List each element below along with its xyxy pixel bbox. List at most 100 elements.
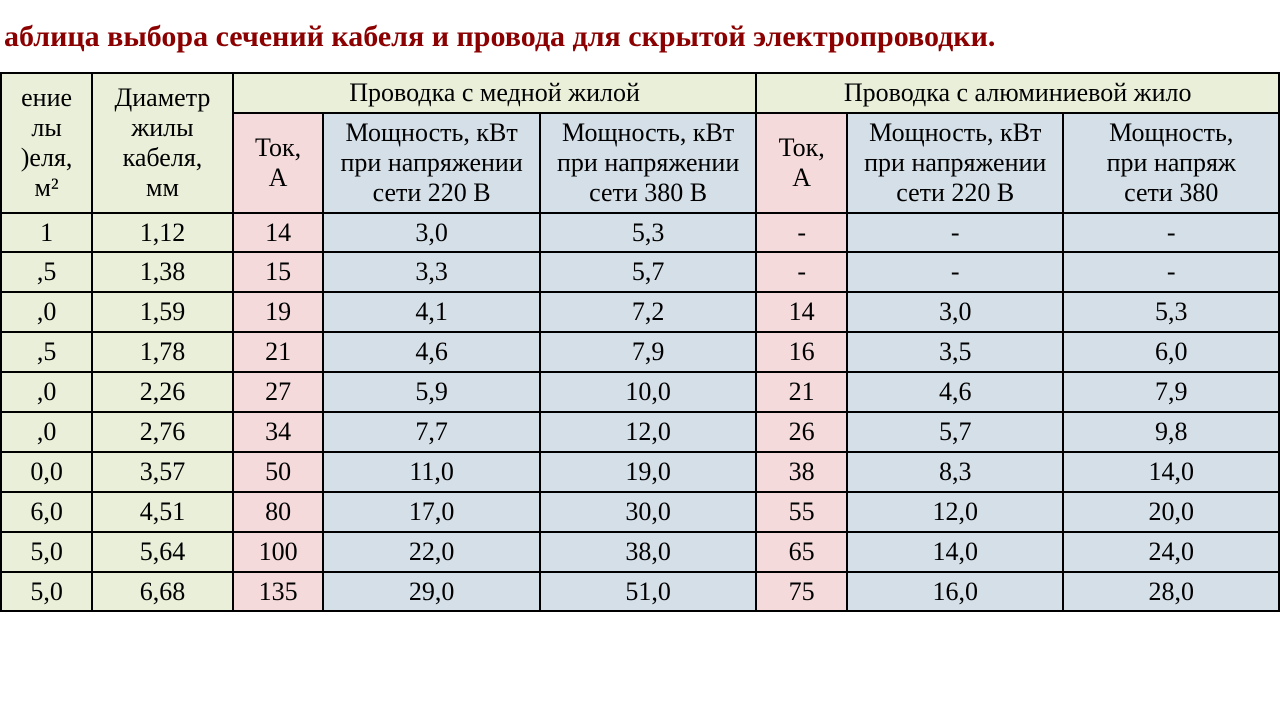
hdr-al-tok: Ток,А (756, 113, 847, 213)
cell-cu-220: 5,9 (323, 372, 540, 412)
cell-al-380: - (1063, 252, 1279, 292)
cell-al-380: 5,3 (1063, 292, 1279, 332)
cell-diam: 2,26 (92, 372, 233, 412)
cell-diam: 1,12 (92, 213, 233, 253)
cell-al-220: 14,0 (847, 532, 1064, 572)
cell-diam: 1,38 (92, 252, 233, 292)
cell-section: ,0 (1, 412, 92, 452)
cell-diam: 2,76 (92, 412, 233, 452)
table-row: ,02,26275,910,0214,67,9 (1, 372, 1279, 412)
table-row: 0,03,575011,019,0388,314,0 (1, 452, 1279, 492)
cell-diam: 1,59 (92, 292, 233, 332)
cell-al-tok: 55 (756, 492, 847, 532)
cell-cu-tok: 27 (233, 372, 324, 412)
cell-cu-tok: 34 (233, 412, 324, 452)
cell-cu-220: 22,0 (323, 532, 540, 572)
page-title: аблица выбора сечений кабеля и провода д… (0, 20, 1280, 54)
hdr-cu-tok: Ток,А (233, 113, 324, 213)
cell-cu-380: 30,0 (540, 492, 757, 532)
cell-cu-220: 11,0 (323, 452, 540, 492)
cell-cu-380: 38,0 (540, 532, 757, 572)
cell-al-380: 28,0 (1063, 572, 1279, 612)
cell-section: ,5 (1, 332, 92, 372)
cell-cu-220: 3,3 (323, 252, 540, 292)
cell-al-380: 14,0 (1063, 452, 1279, 492)
table-row: ,02,76347,712,0265,79,8 (1, 412, 1279, 452)
cell-section: 1 (1, 213, 92, 253)
cell-al-220: 16,0 (847, 572, 1064, 612)
cell-al-380: 9,8 (1063, 412, 1279, 452)
cell-al-tok: 21 (756, 372, 847, 412)
cell-al-380: 7,9 (1063, 372, 1279, 412)
cable-table: ениелы)еля,м² Диаметржилыкабеля,мм Прово… (0, 72, 1280, 612)
cell-cu-380: 7,9 (540, 332, 757, 372)
cell-al-220: 3,0 (847, 292, 1064, 332)
cell-diam: 1,78 (92, 332, 233, 372)
table-row: 6,04,518017,030,05512,020,0 (1, 492, 1279, 532)
cell-section: 0,0 (1, 452, 92, 492)
cell-cu-tok: 80 (233, 492, 324, 532)
cell-cu-tok: 21 (233, 332, 324, 372)
cell-cu-380: 5,7 (540, 252, 757, 292)
cell-diam: 5,64 (92, 532, 233, 572)
cell-cu-220: 4,6 (323, 332, 540, 372)
hdr-al-p220: Мощность, кВтпри напряжениисети 220 В (847, 113, 1064, 213)
table-row: ,51,78214,67,9163,56,0 (1, 332, 1279, 372)
cell-cu-220: 3,0 (323, 213, 540, 253)
cell-cu-tok: 14 (233, 213, 324, 253)
cell-al-220: 8,3 (847, 452, 1064, 492)
cell-cu-220: 29,0 (323, 572, 540, 612)
cell-cu-tok: 15 (233, 252, 324, 292)
cell-cu-tok: 135 (233, 572, 324, 612)
cell-al-220: - (847, 252, 1064, 292)
cell-al-tok: 65 (756, 532, 847, 572)
cell-al-380: 6,0 (1063, 332, 1279, 372)
cell-cu-tok: 50 (233, 452, 324, 492)
table-row: 5,06,6813529,051,07516,028,0 (1, 572, 1279, 612)
cell-section: ,0 (1, 372, 92, 412)
cell-section: ,5 (1, 252, 92, 292)
table-row: ,51,38153,35,7--- (1, 252, 1279, 292)
cell-cu-tok: 19 (233, 292, 324, 332)
cell-cu-tok: 100 (233, 532, 324, 572)
hdr-copper-group: Проводка с медной жилой (233, 73, 757, 113)
cell-section: ,0 (1, 292, 92, 332)
cell-cu-380: 10,0 (540, 372, 757, 412)
cell-al-tok: 38 (756, 452, 847, 492)
cell-al-tok: 75 (756, 572, 847, 612)
cell-al-tok: 16 (756, 332, 847, 372)
cell-section: 6,0 (1, 492, 92, 532)
cell-al-220: 3,5 (847, 332, 1064, 372)
table-row: ,01,59194,17,2143,05,3 (1, 292, 1279, 332)
cell-section: 5,0 (1, 572, 92, 612)
cell-diam: 6,68 (92, 572, 233, 612)
hdr-cu-p220: Мощность, кВтпри напряжениисети 220 В (323, 113, 540, 213)
table-row: 11,12143,05,3--- (1, 213, 1279, 253)
hdr-cu-p380: Мощность, кВтпри напряжениисети 380 В (540, 113, 757, 213)
cell-al-220: - (847, 213, 1064, 253)
cell-al-tok: - (756, 252, 847, 292)
cell-al-tok: 14 (756, 292, 847, 332)
cell-cu-380: 51,0 (540, 572, 757, 612)
hdr-al-p380: Мощность,при напряжсети 380 (1063, 113, 1279, 213)
hdr-diameter: Диаметржилыкабеля,мм (92, 73, 233, 213)
cell-diam: 4,51 (92, 492, 233, 532)
hdr-section: ениелы)еля,м² (1, 73, 92, 213)
cell-al-380: 20,0 (1063, 492, 1279, 532)
cell-al-380: - (1063, 213, 1279, 253)
cell-cu-380: 7,2 (540, 292, 757, 332)
cell-cu-380: 12,0 (540, 412, 757, 452)
cell-cu-380: 19,0 (540, 452, 757, 492)
hdr-alum-group: Проводка с алюминиевой жило (756, 73, 1279, 113)
table-row: 5,05,6410022,038,06514,024,0 (1, 532, 1279, 572)
cell-cu-220: 7,7 (323, 412, 540, 452)
cell-cu-380: 5,3 (540, 213, 757, 253)
cell-cu-220: 4,1 (323, 292, 540, 332)
cell-al-220: 5,7 (847, 412, 1064, 452)
cell-al-tok: - (756, 213, 847, 253)
cell-al-tok: 26 (756, 412, 847, 452)
cell-al-220: 4,6 (847, 372, 1064, 412)
cell-al-380: 24,0 (1063, 532, 1279, 572)
cell-cu-220: 17,0 (323, 492, 540, 532)
cell-al-220: 12,0 (847, 492, 1064, 532)
